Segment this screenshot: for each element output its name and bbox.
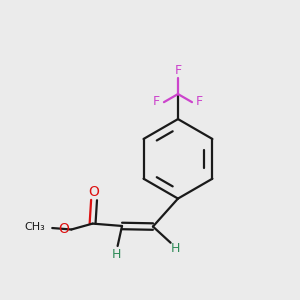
Text: H: H (171, 242, 181, 254)
Text: F: F (196, 95, 203, 108)
Text: CH₃: CH₃ (24, 222, 45, 233)
Text: H: H (112, 248, 121, 261)
Text: O: O (58, 222, 69, 236)
Text: F: F (174, 64, 182, 77)
Text: O: O (88, 185, 100, 199)
Text: F: F (153, 95, 160, 108)
